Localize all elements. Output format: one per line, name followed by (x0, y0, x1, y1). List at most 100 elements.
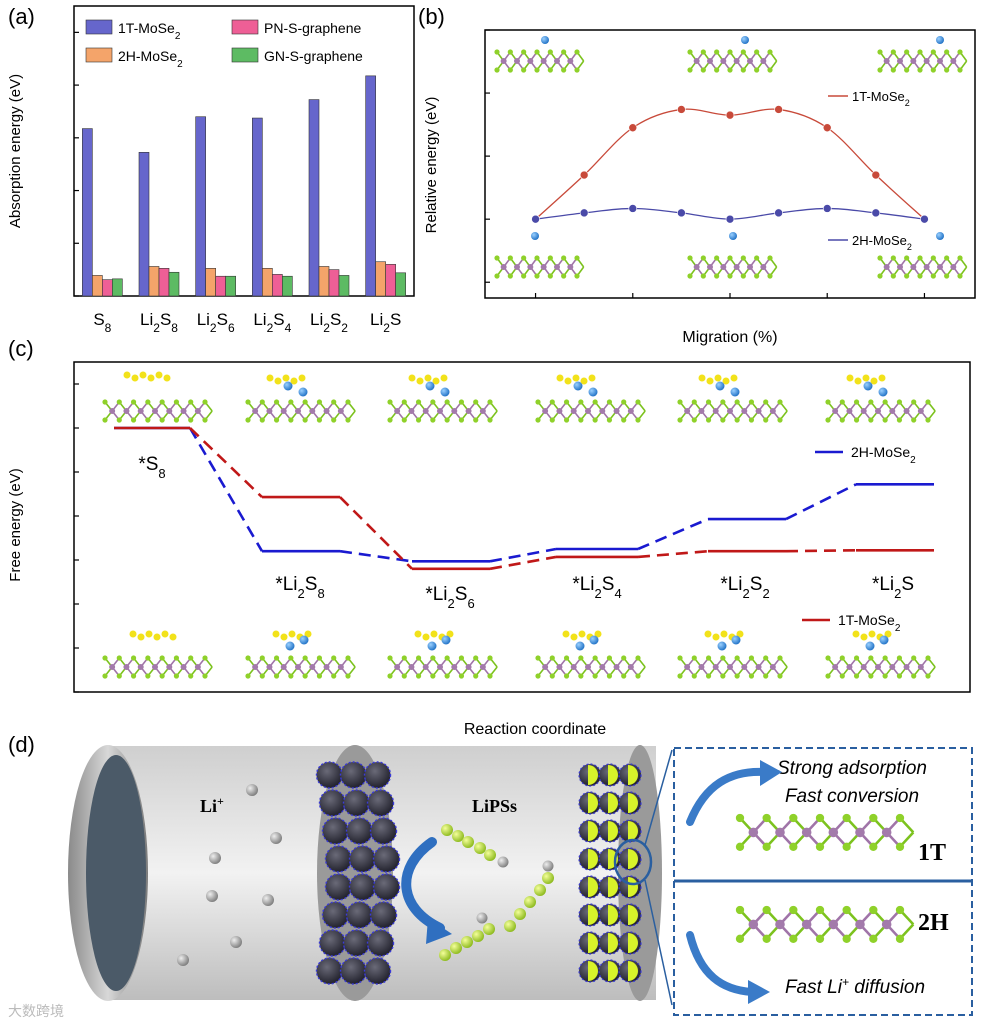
legend-label-part: GN-S-graphene (264, 48, 363, 64)
se-atom (705, 673, 712, 679)
se-atom (549, 417, 555, 423)
se-atom (561, 273, 567, 279)
bar-2H-MoSe2-Li2S2 (318, 266, 330, 297)
se-atom (944, 255, 950, 261)
mo-atom (775, 919, 785, 930)
carbon-sphere (321, 901, 350, 929)
se-atom (868, 417, 874, 423)
se-atom (868, 399, 874, 405)
se-atom (777, 673, 783, 679)
se-atom (917, 255, 923, 261)
mo-atom (917, 408, 924, 414)
x-tick-label-part: 2 (383, 321, 390, 335)
mo-atom (556, 664, 563, 670)
s-atom (266, 374, 274, 382)
se-atom (302, 417, 308, 423)
mo-atom (585, 664, 591, 670)
species-label-part: S (455, 584, 468, 605)
se-atom (815, 813, 825, 823)
se-atom (762, 842, 771, 851)
se-atom (789, 905, 798, 915)
li-ion-sphere (270, 832, 282, 844)
se-atom (944, 49, 950, 55)
plot-frame-c (73, 361, 971, 693)
s-atom (714, 374, 722, 382)
legend-label-part: PN-S-graphene (264, 20, 361, 36)
se-atom (159, 399, 165, 405)
se-atom (762, 813, 771, 823)
se-atom (116, 655, 122, 661)
se-atom (735, 905, 745, 915)
se-atom (895, 813, 905, 823)
strong-adsorption-text: Strong adsorption (777, 758, 927, 779)
se-atom (534, 255, 540, 261)
schematic-panel-d: Li+ LiPSs Strong adsorption Fast convers… (68, 745, 973, 1016)
legend-label-part: 2 (907, 242, 912, 252)
s-atom (280, 633, 288, 641)
se-atom (748, 417, 755, 423)
se-atom (720, 655, 726, 661)
li-ion-sphere (206, 890, 218, 902)
conversion-arrow-head (426, 918, 452, 944)
se-atom (331, 673, 337, 679)
se-atom (188, 399, 194, 405)
se-atom (473, 399, 479, 405)
species-label-part: *Li (572, 574, 594, 595)
carbon-sphere (318, 929, 347, 957)
diffusion-arrow-head (748, 980, 770, 1004)
structure-c-top-4 (677, 399, 788, 423)
mo-atom (309, 664, 316, 670)
se-atom (444, 417, 450, 423)
se-atom (606, 655, 613, 661)
se-atom (592, 417, 598, 423)
se-atom (930, 49, 936, 55)
se-atom (957, 273, 963, 279)
mo-atom (903, 664, 910, 670)
species-label-c: *S8 (138, 454, 165, 481)
se-atom (777, 417, 783, 423)
se-atom (896, 399, 903, 405)
connector-c-1T-MoSe2-1 (339, 496, 413, 570)
li-atom (717, 641, 727, 651)
se-atom (839, 655, 845, 661)
adsorption-arrow (686, 767, 769, 826)
se-atom (494, 67, 500, 73)
se-atom (302, 399, 308, 405)
se-atom (561, 255, 567, 261)
s-atom (163, 374, 171, 382)
se-atom (896, 673, 903, 679)
se-atom (273, 417, 280, 423)
species-label-c: *Li2S2 (720, 574, 769, 601)
legend-label-b-2H-MoSe2: 2H-MoSe2 (852, 233, 912, 252)
mo-atom (465, 408, 472, 414)
se-atom (853, 655, 860, 661)
se-atom (547, 273, 553, 279)
species-label-part: 2 (595, 586, 602, 601)
se-atom (563, 673, 570, 679)
legend-label-part: 2 (175, 31, 181, 42)
se-atom (145, 417, 151, 423)
mo-atom (540, 264, 547, 270)
sulfur-fill (628, 877, 638, 897)
mo-atom (394, 664, 401, 670)
se-atom (700, 67, 706, 73)
se-atom (473, 417, 479, 423)
point-b-2H-MoSe2 (871, 208, 881, 218)
se-atom (700, 49, 706, 55)
se-atom (331, 399, 337, 405)
se-atom (316, 673, 323, 679)
se-atom (842, 905, 851, 915)
s-atom (304, 630, 312, 638)
se-atom (415, 655, 422, 661)
mo-atom (556, 408, 563, 414)
mo-atom (828, 919, 839, 930)
carbon-sphere (345, 901, 374, 929)
se-atom (458, 399, 465, 405)
panel-label-a: (a) (8, 4, 35, 29)
mo-atom (910, 58, 917, 64)
x-axis-label-b: Migration (%) (682, 329, 777, 346)
mo-atom (540, 58, 547, 64)
se-atom (521, 255, 527, 261)
mo-atom (337, 408, 344, 414)
sulfur-fill (628, 765, 638, 785)
